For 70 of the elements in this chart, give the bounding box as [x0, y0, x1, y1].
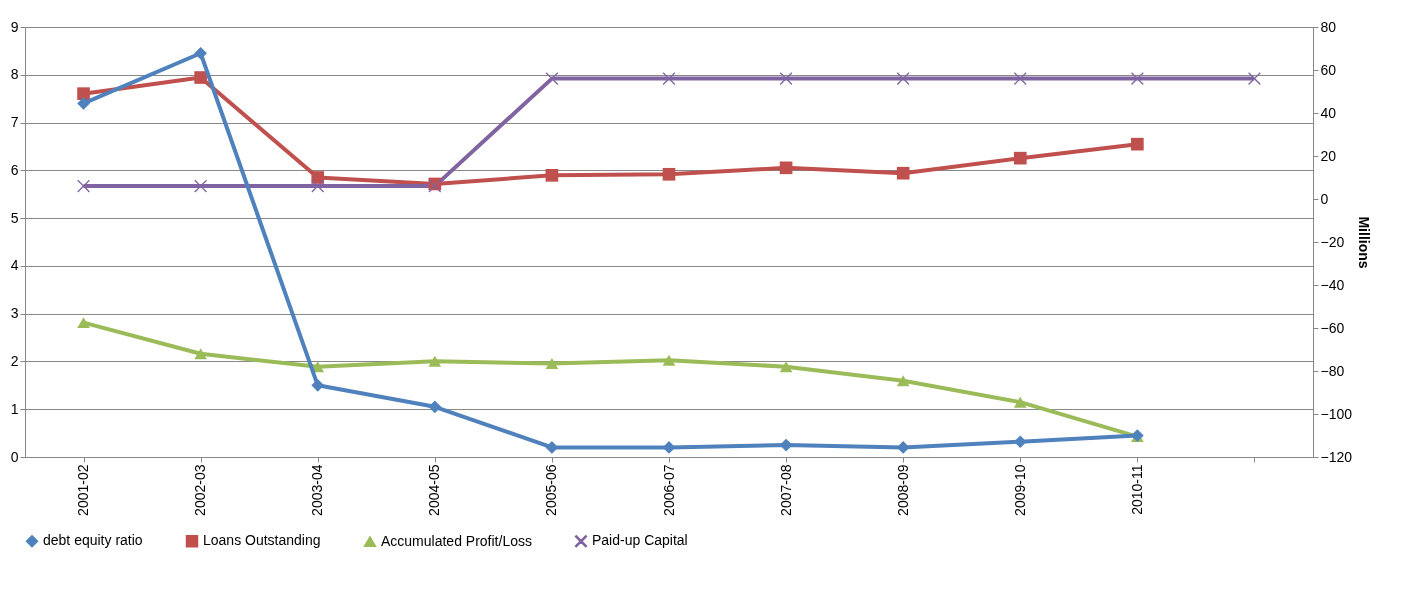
point [194, 348, 207, 360]
point [1013, 396, 1027, 408]
x-tick-label: 2002-03 [192, 464, 209, 516]
x-tick-label: 2006-07 [660, 464, 677, 516]
point [77, 317, 90, 329]
point [662, 441, 676, 454]
y2-tick-label: −20 [1320, 233, 1345, 250]
y-tick-label: 4 [10, 257, 19, 274]
y-tick-label: 2 [10, 352, 19, 369]
y2-tick-label: 0 [1320, 190, 1329, 207]
point [779, 72, 793, 85]
point [779, 438, 793, 452]
point [779, 361, 793, 373]
x-tick-label: 2010-11 [1128, 464, 1145, 515]
y2-tick-label: −120 [1320, 448, 1353, 465]
y-tick-label: 3 [10, 305, 19, 322]
y2-tick-label: −40 [1320, 276, 1345, 293]
y-tick-label: 7 [10, 114, 19, 131]
x-tick-label: 2003-04 [309, 464, 326, 516]
point [194, 71, 207, 84]
point [1013, 435, 1027, 449]
legend-label: Accumulated Profit/Loss [381, 532, 532, 549]
point [896, 72, 910, 85]
point [545, 441, 559, 454]
y2-tick-label: 80 [1320, 18, 1337, 35]
point [194, 46, 207, 60]
point [311, 179, 325, 193]
legend-label: Loans Outstanding [203, 532, 321, 549]
point [662, 167, 676, 181]
y-tick-label: 6 [10, 161, 19, 178]
point [896, 375, 910, 387]
x-tick-label: 2005-06 [543, 464, 560, 516]
point [428, 400, 442, 414]
x-tick-label: 2007-08 [777, 464, 794, 516]
x-tick-label: 2004-05 [426, 464, 443, 516]
y-tick-label: 8 [10, 66, 19, 83]
point [545, 72, 559, 85]
point [77, 179, 90, 193]
x-tick-label: 2008-09 [894, 464, 911, 516]
x-tick-label: 2009-10 [1011, 464, 1028, 516]
point [428, 355, 442, 367]
y-tick-label: 5 [10, 209, 19, 226]
point [77, 97, 90, 110]
point [311, 171, 325, 184]
legend-label: debt equity ratio [43, 532, 143, 549]
legend-label: Paid-up Capital [592, 532, 688, 549]
y2-axis-title: Millions [1356, 216, 1373, 269]
y2-tick-label: 20 [1320, 147, 1337, 164]
point [1013, 72, 1027, 85]
y2-tick-label: −60 [1320, 319, 1345, 336]
point [896, 441, 910, 454]
y2-tick-label: −80 [1320, 362, 1345, 379]
point [1013, 151, 1027, 165]
point [77, 87, 90, 100]
x-tick-label: 2001-02 [75, 464, 92, 516]
y2-tick-label: −100 [1320, 405, 1353, 422]
point [662, 354, 676, 366]
y2-tick-label: 60 [1320, 61, 1337, 78]
point [311, 379, 325, 392]
y2-tick-label: 40 [1320, 104, 1337, 121]
point [545, 169, 559, 182]
y-tick-label: 9 [10, 18, 19, 35]
point [779, 161, 793, 175]
y-tick-label: 1 [10, 400, 19, 417]
y-tick-label: 0 [10, 448, 19, 465]
point [194, 179, 207, 193]
point [1131, 137, 1144, 151]
point [896, 166, 910, 180]
point [545, 358, 559, 369]
point [662, 72, 676, 85]
